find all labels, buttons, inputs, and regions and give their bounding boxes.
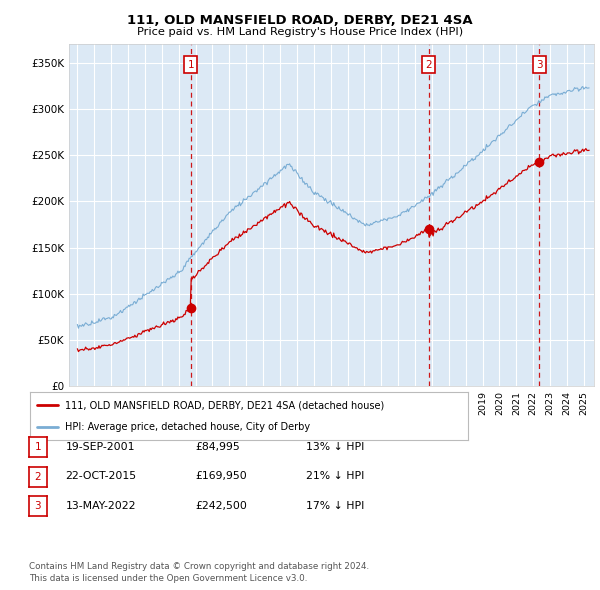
Text: 19-SEP-2001: 19-SEP-2001: [65, 442, 135, 451]
Text: 1: 1: [188, 60, 194, 70]
Text: Contains HM Land Registry data © Crown copyright and database right 2024.
This d: Contains HM Land Registry data © Crown c…: [29, 562, 369, 583]
Text: £242,500: £242,500: [195, 501, 247, 510]
Text: £84,995: £84,995: [195, 442, 240, 451]
Text: 2: 2: [425, 60, 432, 70]
Text: 17% ↓ HPI: 17% ↓ HPI: [306, 501, 364, 510]
Text: 2: 2: [34, 472, 41, 481]
Text: 13-MAY-2022: 13-MAY-2022: [65, 501, 136, 510]
Text: 21% ↓ HPI: 21% ↓ HPI: [306, 471, 364, 481]
Text: 3: 3: [536, 60, 542, 70]
Text: 1: 1: [34, 442, 41, 452]
Text: 3: 3: [34, 502, 41, 511]
Text: HPI: Average price, detached house, City of Derby: HPI: Average price, detached house, City…: [65, 422, 310, 432]
Text: £169,950: £169,950: [195, 471, 247, 481]
Text: 111, OLD MANSFIELD ROAD, DERBY, DE21 4SA: 111, OLD MANSFIELD ROAD, DERBY, DE21 4SA: [127, 14, 473, 27]
Text: Price paid vs. HM Land Registry's House Price Index (HPI): Price paid vs. HM Land Registry's House …: [137, 27, 463, 37]
Text: 22-OCT-2015: 22-OCT-2015: [65, 471, 137, 481]
Text: 111, OLD MANSFIELD ROAD, DERBY, DE21 4SA (detached house): 111, OLD MANSFIELD ROAD, DERBY, DE21 4SA…: [65, 400, 384, 410]
Text: 13% ↓ HPI: 13% ↓ HPI: [306, 442, 364, 451]
